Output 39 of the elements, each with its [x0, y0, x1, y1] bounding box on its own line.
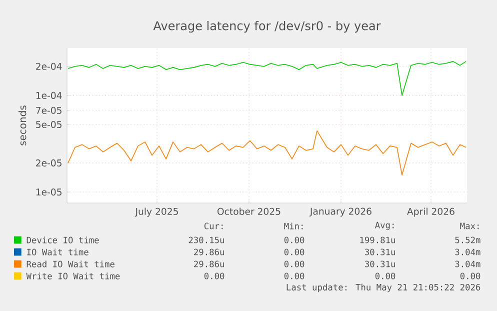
- legend-label: Write IO Wait time: [26, 272, 120, 280]
- text: 0.00: [284, 272, 304, 280]
- y-tick-label: 1e-05: [36, 188, 62, 196]
- text: 29.86u: [194, 260, 224, 268]
- text: 30.31u: [365, 260, 395, 268]
- x-tick-label: January 2026: [309, 208, 372, 217]
- text: Min:: [284, 222, 303, 230]
- text: 0.00: [284, 248, 304, 256]
- text: 29.86u: [194, 248, 224, 256]
- text: 0.00: [284, 260, 304, 268]
- chart-title: Average latency for /dev/sr0 - by year: [153, 21, 381, 33]
- x-tick-label: October 2025: [217, 208, 280, 215]
- legend-label: IO Wait time: [27, 248, 88, 256]
- y-tick-label: 5e-05: [36, 120, 62, 128]
- text: 0.00: [460, 272, 480, 280]
- text: 199.81u: [360, 236, 395, 244]
- y-axis-title: seconds: [18, 106, 26, 146]
- text: 0.00: [375, 272, 396, 280]
- text: Avg:: [375, 222, 394, 230]
- text: 5.52m: [455, 236, 480, 244]
- text: 3.04m: [455, 248, 480, 256]
- text: 230.15u: [188, 236, 224, 244]
- text: 0.00: [204, 272, 224, 280]
- legend-label: Read IO Wait time: [26, 260, 114, 268]
- text: 3.04m: [455, 260, 480, 268]
- text: Max:: [460, 222, 479, 230]
- y-tick-label: 2e-04: [36, 62, 62, 70]
- text: Last update: Thu May 21 21:05:22 2026: [286, 284, 480, 292]
- x-tick-label: July 2025: [134, 208, 178, 217]
- legend-label: Device IO time: [26, 236, 99, 244]
- y-tick-label: 2e-05: [36, 159, 62, 166]
- y-tick-label: 1e-04: [36, 92, 62, 99]
- line-series: [68, 130, 466, 176]
- text: 30.31u: [365, 248, 395, 256]
- y-tick-label: 7e-05: [36, 106, 62, 114]
- x-tick-label: April 2026: [407, 208, 454, 217]
- text: 0.00: [284, 236, 304, 244]
- text: Cur:: [204, 222, 223, 230]
- line-series: [68, 61, 466, 96]
